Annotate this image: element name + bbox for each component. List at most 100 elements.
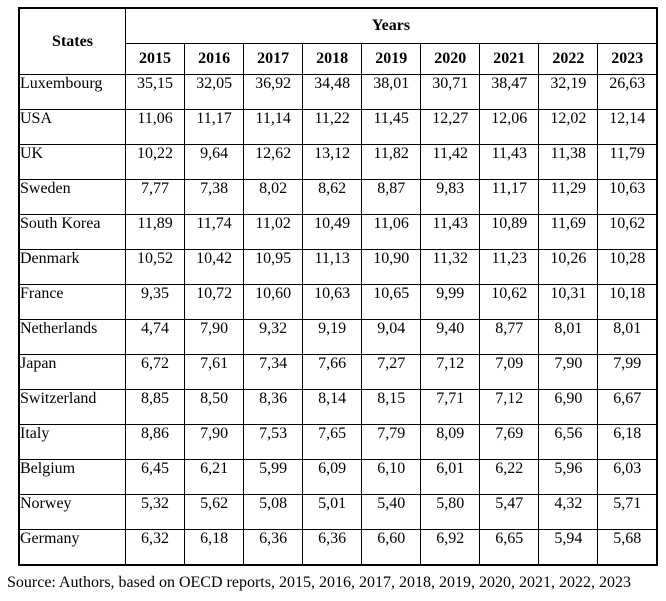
value-cell: 6,18 — [597, 424, 658, 460]
value-cell: 5,68 — [597, 529, 658, 565]
value-cell: 6,65 — [479, 529, 540, 565]
value-cell: 8,50 — [184, 389, 245, 425]
value-cell: 6,10 — [361, 459, 422, 495]
value-cell: 8,02 — [243, 179, 304, 215]
state-cell: Japan — [18, 354, 126, 390]
year-column-header: 2023 — [597, 43, 658, 75]
value-cell: 10,52 — [124, 249, 186, 285]
value-cell: 5,08 — [243, 494, 304, 530]
value-cell: 7,12 — [420, 354, 481, 390]
value-cell: 10,62 — [597, 214, 658, 250]
value-cell: 11,38 — [538, 144, 599, 180]
value-cell: 7,79 — [361, 424, 422, 460]
value-cell: 38,01 — [361, 74, 422, 110]
value-cell: 7,90 — [184, 424, 245, 460]
value-cell: 9,40 — [420, 319, 481, 355]
year-column-header: 2022 — [538, 43, 599, 75]
value-cell: 10,28 — [597, 249, 658, 285]
value-cell: 11,29 — [538, 179, 599, 215]
value-cell: 8,15 — [361, 389, 422, 425]
state-cell: South Korea — [18, 214, 126, 250]
value-cell: 7,99 — [597, 354, 658, 390]
value-cell: 7,77 — [124, 179, 186, 215]
value-cell: 9,64 — [184, 144, 245, 180]
value-cell: 7,38 — [184, 179, 245, 215]
value-cell: 10,26 — [538, 249, 599, 285]
value-cell: 11,23 — [479, 249, 540, 285]
value-cell: 12,27 — [420, 109, 481, 145]
value-cell: 36,92 — [243, 74, 304, 110]
state-cell: Belgium — [18, 459, 126, 495]
value-cell: 11,02 — [243, 214, 304, 250]
value-cell: 7,90 — [538, 354, 599, 390]
value-cell: 26,63 — [597, 74, 658, 110]
value-cell: 8,85 — [124, 389, 186, 425]
table-row: Luxembourg 35,15 32,05 36,92 34,48 38,01 30,71… — [18, 74, 658, 110]
value-cell: 9,19 — [302, 319, 363, 355]
value-cell: 6,36 — [302, 529, 363, 565]
value-cell: 11,32 — [420, 249, 481, 285]
table-header: States Years 2015 2016 2017 2018 2019 2020 202… — [18, 7, 658, 75]
oecd-years-table: States Years 2015 2016 2017 2018 2019 2020 202… — [18, 7, 658, 566]
state-cell: USA — [18, 109, 126, 145]
table-row: Italy 8,86 7,90 7,53 7,65 7,79 8,09 7,69 6,56 6,1… — [18, 424, 658, 460]
table-row: France 9,35 10,72 10,60 10,63 10,65 9,99 10,62 1… — [18, 284, 658, 320]
value-cell: 6,72 — [124, 354, 186, 390]
value-cell: 7,69 — [479, 424, 540, 460]
value-cell: 9,83 — [420, 179, 481, 215]
value-cell: 7,61 — [184, 354, 245, 390]
value-cell: 7,90 — [184, 319, 245, 355]
value-cell: 11,06 — [361, 214, 422, 250]
state-cell: Netherlands — [18, 319, 126, 355]
value-cell: 11,45 — [361, 109, 422, 145]
year-column-header: 2017 — [243, 43, 304, 75]
value-cell: 6,18 — [184, 529, 245, 565]
state-cell: Luxembourg — [18, 74, 126, 110]
value-cell: 6,56 — [538, 424, 599, 460]
value-cell: 4,32 — [538, 494, 599, 530]
state-cell: Germany — [18, 529, 126, 565]
value-cell: 5,32 — [124, 494, 186, 530]
value-cell: 32,05 — [184, 74, 245, 110]
year-column-header: 2021 — [479, 43, 540, 75]
value-cell: 11,69 — [538, 214, 599, 250]
value-cell: 6,32 — [124, 529, 186, 565]
value-cell: 6,45 — [124, 459, 186, 495]
value-cell: 13,12 — [302, 144, 363, 180]
value-cell: 10,18 — [597, 284, 658, 320]
value-cell: 10,90 — [361, 249, 422, 285]
value-cell: 11,82 — [361, 144, 422, 180]
year-column-header: 2015 — [124, 43, 186, 75]
table-row: Switzerland 8,85 8,50 8,36 8,14 8,15 7,71 7,12 6… — [18, 389, 658, 425]
value-cell: 8,87 — [361, 179, 422, 215]
states-column-header: States — [18, 7, 126, 75]
value-cell: 7,53 — [243, 424, 304, 460]
value-cell: 6,22 — [479, 459, 540, 495]
value-cell: 8,86 — [124, 424, 186, 460]
value-cell: 10,42 — [184, 249, 245, 285]
value-cell: 6,67 — [597, 389, 658, 425]
table-row: Japan 6,72 7,61 7,34 7,66 7,27 7,12 7,09 7,90 7,9… — [18, 354, 658, 390]
value-cell: 5,01 — [302, 494, 363, 530]
value-cell: 9,35 — [124, 284, 186, 320]
value-cell: 8,77 — [479, 319, 540, 355]
state-cell: UK — [18, 144, 126, 180]
year-column-header: 2019 — [361, 43, 422, 75]
value-cell: 8,01 — [538, 319, 599, 355]
value-cell: 5,94 — [538, 529, 599, 565]
state-cell: Norwey — [18, 494, 126, 530]
year-column-header: 2020 — [420, 43, 481, 75]
header-row-years: 2015 2016 2017 2018 2019 2020 2021 2022 2023 — [19, 43, 658, 75]
value-cell: 11,89 — [124, 214, 186, 250]
value-cell: 38,47 — [479, 74, 540, 110]
table-row: Netherlands 4,74 7,90 9,32 9,19 9,04 9,40 8,77 8… — [18, 319, 658, 355]
value-cell: 12,02 — [538, 109, 599, 145]
value-cell: 7,34 — [243, 354, 304, 390]
value-cell: 8,62 — [302, 179, 363, 215]
value-cell: 11,17 — [184, 109, 245, 145]
value-cell: 12,62 — [243, 144, 304, 180]
value-cell: 11,42 — [420, 144, 481, 180]
value-cell: 11,22 — [302, 109, 363, 145]
value-cell: 35,15 — [124, 74, 186, 110]
